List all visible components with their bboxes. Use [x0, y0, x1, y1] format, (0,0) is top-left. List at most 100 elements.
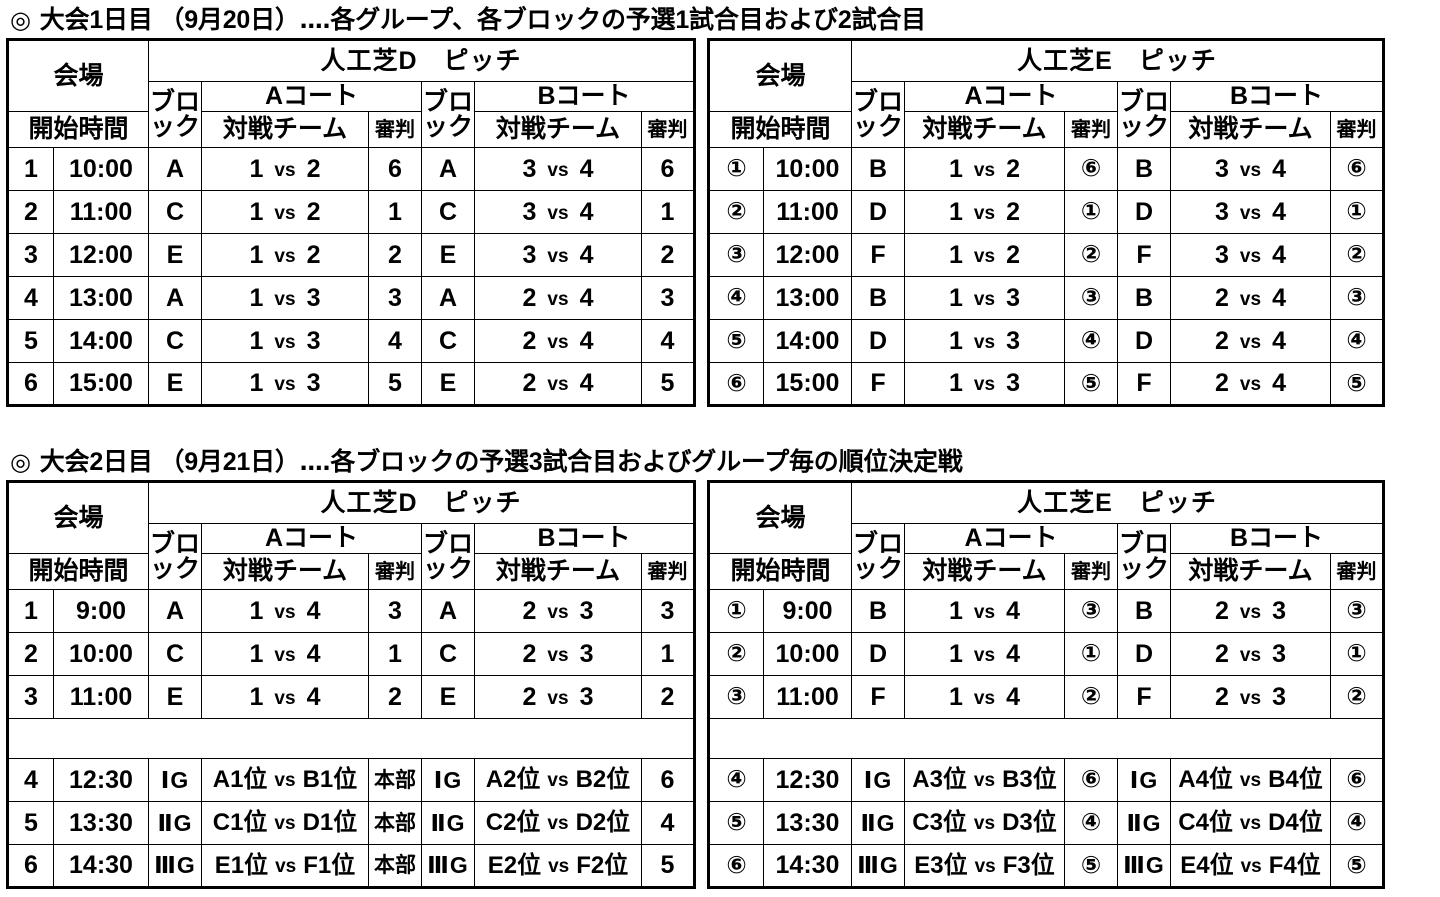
away-team: 2 [1006, 240, 1020, 269]
court-b-referee: 4 [641, 319, 695, 363]
court-a-referee: 本部 [368, 801, 422, 845]
court-b-block: C [421, 319, 475, 363]
court-b-match: C4位 vs D4位 [1170, 801, 1331, 845]
court-b-header: Bコート [474, 523, 695, 554]
court-b-referee: 5 [641, 362, 695, 406]
court-a-referee: 3 [368, 589, 422, 633]
referee-header-b: 審判 [1330, 553, 1384, 590]
court-b-match: 2 vs 3 [1170, 675, 1331, 719]
start-time: 14:00 [53, 319, 149, 363]
court-b-match: A2位 vs B2位 [474, 758, 642, 802]
court-a-block: B [851, 276, 905, 320]
start-time: 14:30 [763, 844, 852, 888]
row-number: ⑥ [708, 362, 764, 406]
row-number: 6 [7, 362, 54, 406]
court-b-referee: ⑥ [1330, 758, 1384, 802]
referee-header-a: 審判 [1064, 111, 1118, 148]
court-a-match: E3位 vs F3位 [904, 844, 1065, 888]
home-team: A1位 [212, 766, 268, 793]
home-team: 1 [249, 154, 264, 183]
court-a-match: A1位 vs B1位 [201, 758, 369, 802]
match-team-header-a: 対戦チーム [201, 553, 369, 590]
section-title-day2: ◎ 大会2日目 （9月21日） ‥‥ 各ブロックの予選3試合目およびグループ毎の… [10, 444, 963, 480]
referee-header-a: 審判 [368, 553, 422, 590]
court-b-referee: 3 [641, 589, 695, 633]
start-time: 12:30 [53, 758, 149, 802]
vs-label: vs [274, 813, 296, 834]
away-team: F1位 [303, 851, 356, 879]
court-a-match: E1位 vs F1位 [201, 844, 369, 888]
table-row: ② 10:00 D 1 vs 4 ① D 2 vs 3 ① [708, 632, 1384, 676]
vs-label: vs [973, 601, 996, 623]
court-b-block: ⅠG [421, 758, 475, 802]
match-team-header-a: 対戦チーム [201, 111, 369, 148]
court-a-match: 1 vs 4 [201, 675, 369, 719]
start-time: 13:00 [53, 276, 149, 320]
court-b-referee: ⑥ [1330, 147, 1384, 191]
home-team: 1 [949, 240, 963, 269]
vs-label: vs [1239, 601, 1262, 623]
court-b-block: C [421, 632, 475, 676]
row-number: 1 [7, 589, 54, 633]
home-team: 1 [249, 639, 264, 668]
court-a-block: B [851, 589, 905, 633]
court-a-referee: 5 [368, 362, 422, 406]
court-a-referee: 3 [368, 276, 422, 320]
court-b-referee: ④ [1330, 319, 1384, 363]
vs-label: vs [1239, 288, 1262, 310]
away-team: B3位 [1002, 766, 1057, 793]
vs-label: vs [1239, 331, 1262, 353]
block-header-b: ブロ ック [421, 81, 475, 148]
match-team-header-a: 対戦チーム [904, 111, 1065, 148]
home-team: 1 [949, 197, 963, 226]
away-team: D4位 [1268, 809, 1323, 836]
vs-label: vs [547, 813, 569, 834]
court-a-match: 1 vs 2 [201, 190, 369, 234]
away-team: 2 [306, 197, 321, 226]
venue-header: 会場 [7, 39, 149, 112]
row-number: ② [708, 190, 764, 234]
match-team-header-b: 対戦チーム [1170, 553, 1331, 590]
court-b-referee: ③ [1330, 589, 1384, 633]
block-header-a: ブロ ック [851, 523, 905, 590]
row-number: ③ [708, 675, 764, 719]
court-a-block: F [851, 362, 905, 406]
block-header-b: ブロ ック [421, 523, 475, 590]
table-row: 6 15:00 E 1 vs 3 5 E 2 vs 4 5 [7, 362, 695, 406]
row-number: 5 [7, 319, 54, 363]
court-a-match: 1 vs 3 [904, 276, 1065, 320]
court-a-header: Aコート [904, 81, 1118, 112]
row-number: 4 [7, 758, 54, 802]
home-team: C4位 [1178, 809, 1233, 836]
spacer-row [708, 718, 1384, 759]
vs-label: vs [1240, 855, 1262, 877]
court-a-referee: ⑤ [1064, 844, 1118, 888]
pitch-name-header: 人工芝E ピッチ [851, 39, 1384, 82]
home-team: E1位 [214, 851, 269, 879]
home-team: 1 [249, 596, 264, 625]
court-a-block: D [851, 190, 905, 234]
start-time: 15:00 [53, 362, 149, 406]
row-number: 3 [7, 675, 54, 719]
court-a-block: A [148, 589, 202, 633]
away-team: 4 [1272, 240, 1286, 269]
leader-dots: ‥‥ [299, 449, 331, 475]
bullet-icon: ◎ [10, 449, 31, 476]
away-team: 3 [1272, 596, 1286, 625]
away-team: 3 [306, 326, 321, 355]
row-number: ① [708, 147, 764, 191]
court-a-match: 1 vs 3 [201, 362, 369, 406]
day1-left-table-wrap: 会場 人工芝D ピッチ ブロ ック Aコート ブロ ック Bコート [6, 38, 696, 407]
away-team: B4位 [1268, 766, 1323, 793]
home-team: 2 [1215, 369, 1229, 397]
vs-label: vs [1239, 159, 1262, 181]
away-team: F2位 [576, 851, 629, 879]
court-b-match: 2 vs 4 [474, 362, 642, 406]
home-team: A3位 [912, 766, 967, 793]
court-a-match: C3位 vs D3位 [904, 801, 1065, 845]
block-header-a: ブロ ック [148, 81, 202, 148]
row-number: 4 [7, 276, 54, 320]
court-b-match: E2位 vs F2位 [474, 844, 642, 888]
home-team: 1 [249, 369, 264, 397]
vs-label: vs [275, 855, 297, 877]
